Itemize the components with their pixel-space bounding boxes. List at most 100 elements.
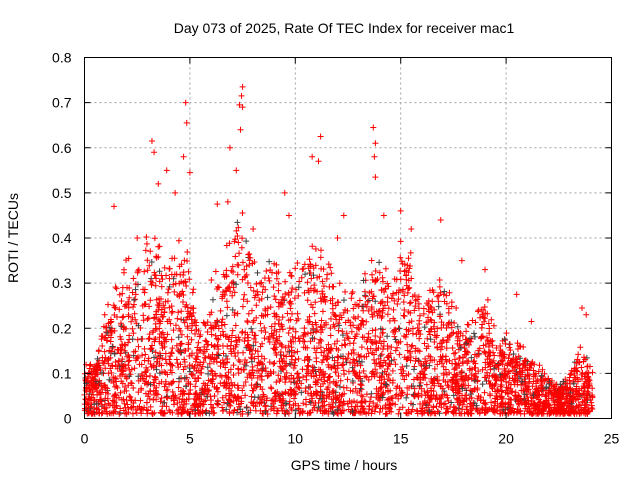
data-point [403,362,410,369]
data-point [487,337,494,344]
data-point [305,287,312,294]
data-points [81,83,596,417]
data-point [246,347,253,354]
data-point [479,406,486,413]
data-point [210,410,217,417]
data-point [492,400,499,407]
data-point [166,356,173,363]
data-point [295,384,302,391]
data-point [345,350,352,357]
data-point [228,267,235,274]
data-point [196,392,203,399]
data-point [391,276,398,283]
data-point [206,387,213,394]
data-point [260,313,267,320]
data-point [189,289,196,296]
data-point [208,325,215,332]
data-point [416,335,423,342]
data-point [128,380,135,387]
data-point [373,347,380,354]
data-point [101,311,108,318]
data-point [152,349,159,356]
data-point [261,393,268,400]
data-point [467,410,474,417]
data-point [112,304,119,311]
data-point [253,281,260,288]
data-point [179,409,186,416]
data-point [509,367,516,374]
data-point [335,403,342,410]
data-point [168,380,175,387]
data-point [379,330,386,337]
data-point [156,360,163,367]
data-point [498,394,505,401]
data-point [269,269,276,276]
data-point [429,298,436,305]
data-point [300,374,307,381]
data-point [519,365,526,372]
data-point [370,400,377,407]
data-point [372,326,379,333]
data-point [177,346,184,353]
data-point [144,257,151,264]
data-point [244,319,251,326]
data-point [500,406,507,413]
data-point [118,298,125,305]
data-point [409,325,416,332]
data-point [234,385,241,392]
data-point [540,408,547,415]
data-point [296,278,303,285]
data-point [89,388,96,395]
data-point [328,270,335,277]
data-point [584,363,591,370]
data-point [526,409,533,416]
data-point [276,333,283,340]
data-point [228,338,235,345]
data-point [285,212,292,219]
data-point [441,388,448,395]
data-point [340,398,347,405]
data-point [249,351,256,358]
data-point [488,316,495,323]
data-point [302,388,309,395]
data-point [282,278,289,285]
data-point [526,378,533,385]
data-point [168,309,175,316]
data-point [364,345,371,352]
data-point [180,366,187,373]
data-point [340,212,347,219]
data-point [238,92,245,99]
data-point [382,286,389,293]
data-point [310,265,317,272]
data-point [202,355,209,362]
data-point [372,298,379,305]
data-point [513,359,520,366]
data-point [301,261,308,268]
data-point [85,404,92,411]
data-point [195,409,202,416]
data-point [130,330,137,337]
data-point [280,366,287,373]
data-point [145,391,152,398]
data-point [255,367,262,374]
data-point [255,359,262,366]
data-point [349,388,356,395]
data-point [234,219,241,226]
data-point [469,317,476,324]
data-point [268,385,275,392]
data-point [263,267,270,274]
data-point [320,283,327,290]
data-point [230,397,237,404]
data-point [180,271,187,278]
data-point [371,153,378,160]
data-point [489,385,496,392]
data-point [331,357,338,364]
data-point [312,349,319,356]
data-point [159,403,166,410]
data-point [542,391,549,398]
data-point [243,238,250,245]
data-point [245,334,252,341]
data-point [236,250,243,257]
data-point [368,257,375,264]
data-point [214,388,221,395]
